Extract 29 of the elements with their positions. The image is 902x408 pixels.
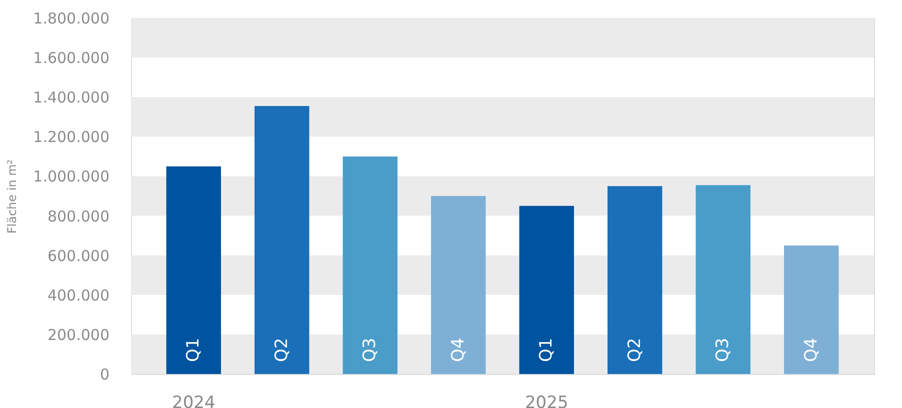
x-tick-label: Q2 <box>272 338 292 362</box>
y-tick-label: 600.000 <box>47 246 110 265</box>
y-axis-title: Fläche in m² <box>5 159 20 234</box>
y-tick-label: 1.800.000 <box>33 10 110 28</box>
x-tick-label: Q3 <box>713 338 734 362</box>
bar <box>254 106 310 374</box>
x-tick-label: Q1 <box>184 338 204 362</box>
y-tick-label: 400.000 <box>47 286 110 304</box>
y-tick-label: 1.200.000 <box>33 128 110 146</box>
x-tick-label: Q2 <box>624 338 645 362</box>
y-tick-label: 1.400.000 <box>33 88 110 107</box>
x-tick-label: Q4 <box>448 338 468 362</box>
bar <box>166 166 222 374</box>
y-tick-label: 1.000.000 <box>33 168 110 186</box>
bar <box>342 156 398 374</box>
text: 2025 <box>524 393 568 408</box>
bar <box>431 196 486 374</box>
y-tick-label: 800.000 <box>47 207 110 226</box>
y-tick-label: 0 <box>100 366 110 384</box>
text: 2024 <box>172 393 216 408</box>
bar <box>696 185 750 374</box>
bar <box>519 206 574 374</box>
bar <box>608 186 662 374</box>
y-tick-label: 200.000 <box>47 326 110 344</box>
x-tick-label: Q1 <box>536 338 557 362</box>
x-tick-label: Q3 <box>360 338 380 362</box>
x-tick-label: Q4 <box>801 338 822 362</box>
bar <box>784 245 839 374</box>
y-tick-label: 1.600.000 <box>33 49 110 68</box>
